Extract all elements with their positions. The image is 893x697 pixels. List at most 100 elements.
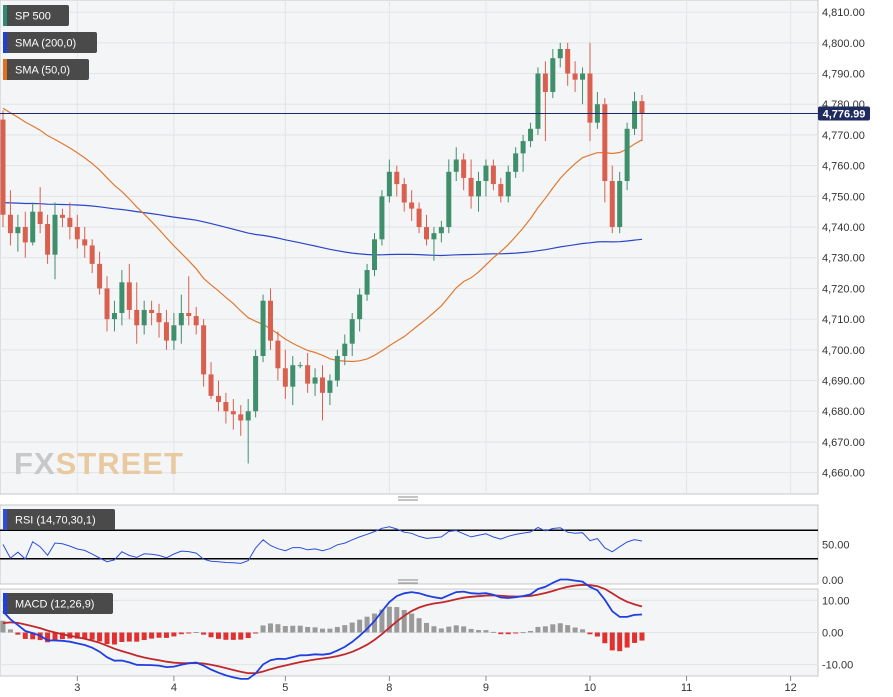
candle-body [468,177,474,197]
x-tick-label: 9 [483,682,489,694]
candle-body [498,184,504,197]
x-tick-label: 4 [171,682,177,694]
legend-sp500-label: SP 500 [15,11,51,23]
candle-body [542,73,548,92]
candle-body [349,319,355,344]
candle-body [453,159,459,172]
candle-body [30,211,36,243]
macd-histogram-bar [163,632,169,638]
macd-histogram-bar [97,632,103,642]
legend-rsi[interactable]: RSI (14,70,30,1) [3,509,115,530]
x-tick-label: 12 [784,682,796,694]
price-y-tick-label: 4,710.00 [822,314,865,326]
legend-rsi-swatch [3,509,7,530]
macd-histogram-bar [186,632,192,634]
macd-histogram-bar [290,625,296,633]
candle-body [372,239,377,271]
candle-body [186,313,192,317]
candle-body [119,282,125,314]
candle-body [557,48,563,59]
candle-body [632,101,638,129]
legend-macd[interactable]: MACD (12,26,9) [3,593,113,614]
macd-histogram-bar [238,632,244,640]
macd-histogram-bar [327,628,333,633]
candle-body [193,316,199,326]
legend-sp500[interactable]: SP 500 [3,5,69,26]
price-y-tick-label: 4,740.00 [822,222,865,234]
macd-histogram-bar [572,627,578,633]
macd-histogram-bar [483,630,489,633]
candle-body [327,380,333,393]
candle-body [342,343,348,356]
macd-histogram-bar [505,632,511,635]
candle-body [74,227,80,240]
macd-histogram-bar [594,632,600,637]
macd-histogram-bar [349,622,355,633]
candle-body [208,374,214,396]
macd-histogram-bar [319,628,325,633]
candle-body [490,165,496,185]
legend-sp500-bg [3,5,69,26]
candle-body [111,313,117,320]
panel-resize-handle-1[interactable] [398,496,418,501]
last-price-tag-bg [818,106,870,121]
macd-histogram-bar [431,626,437,633]
macd-histogram-bar [275,624,281,633]
price-y-tick-label: 4,660.00 [822,468,865,480]
candle-body [141,309,147,326]
legend-sma50[interactable]: SMA (50,0) [3,59,89,80]
candle-body [513,153,519,172]
candle-body [609,180,615,228]
macd-histogram-bar [386,606,392,633]
macd-histogram-bar [446,626,452,633]
candle-body [215,395,221,403]
panel-resize-handle-2[interactable] [398,579,418,584]
macd-histogram-bar [253,632,259,634]
macd-histogram-bar [223,632,229,640]
legend-sma200[interactable]: SMA (200,0) [3,32,97,53]
candle-body [15,227,21,234]
macd-histogram-bar [208,632,214,638]
rsi-y-axis: 0.00 50.00 [822,540,850,588]
candle-body [394,171,400,185]
macd-histogram-bar [89,632,95,640]
macd-histogram-bar [74,632,80,639]
macd-histogram-bar [334,626,340,633]
macd-histogram-bar [230,632,236,640]
macd-histogram-bar [312,627,318,633]
macd-histogram-bar [15,632,21,635]
sma-50-line [2,107,643,363]
macd-signal-line [2,583,643,675]
macd-histogram-bar [490,631,496,633]
candle-body [617,180,623,228]
watermark-street: STREET [56,446,184,481]
macd-histogram-bar [245,632,251,639]
candle-body [409,202,415,209]
macd-histogram-bar [178,632,184,635]
macd-histogram-bar [22,632,28,639]
price-y-tick-label: 4,760.00 [822,161,865,173]
macd-histogram-bar [557,623,563,633]
macd-histogram-bar [193,631,199,633]
macd-histogram-bar [149,632,155,639]
price-y-tick-label: 4,670.00 [822,437,865,449]
candle-body [476,180,482,197]
candle-body [171,325,177,341]
candles [0,42,645,464]
legend-sma50-bg [3,59,89,80]
macd-histogram-bar [609,632,615,651]
sma-50-path [2,107,643,363]
macd-histogram-bar [119,632,125,642]
candle-body [624,128,630,181]
candle-body [104,288,110,320]
x-tick-label: 11 [681,682,692,694]
macd-histogram-bar [632,632,638,643]
legend-sma50-swatch [3,59,7,80]
candle-body [89,245,95,264]
macd-histogram-bar [520,632,526,634]
macd-signal-path [2,583,643,675]
price-y-tick-label: 4,680.00 [822,406,865,418]
candle-body [275,340,281,369]
macd-histogram-bar [602,632,608,644]
